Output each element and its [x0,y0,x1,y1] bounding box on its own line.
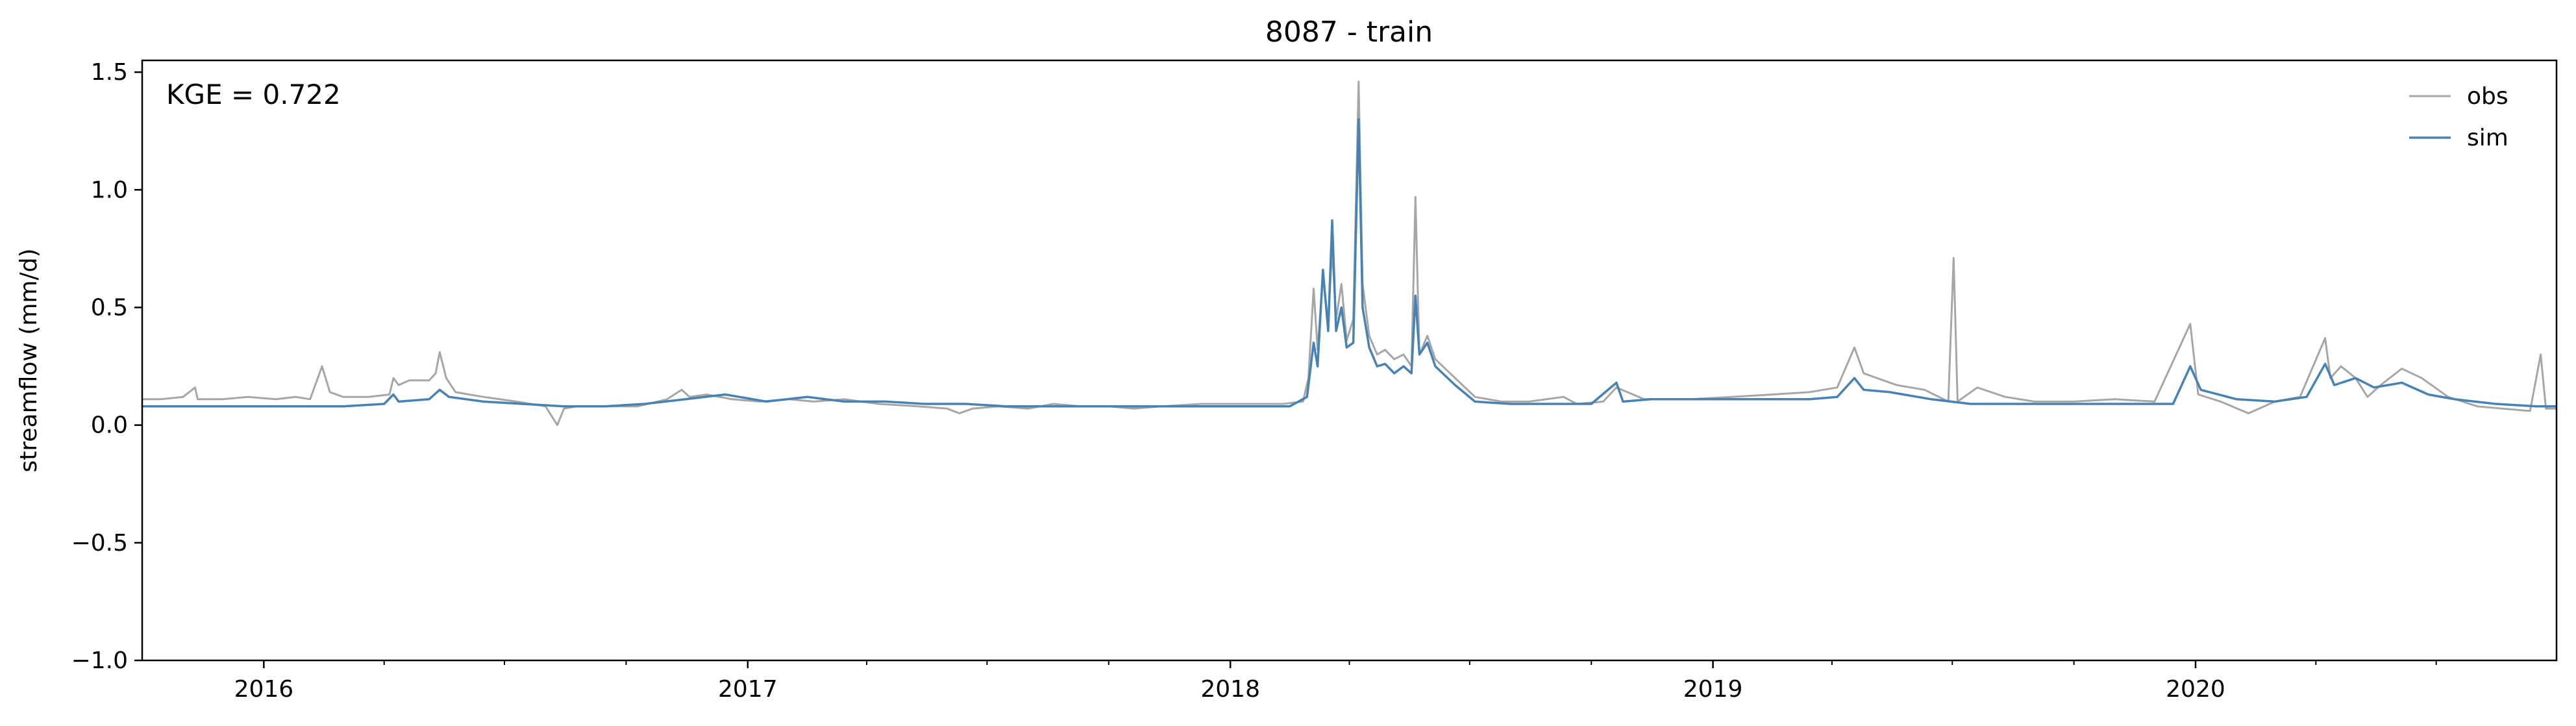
y-tick-label: −1.0 [71,647,128,674]
series-layer [142,81,2557,427]
series-line-sim [142,118,2557,408]
x-axis: 2016 2017 2018 2019 2020 [234,660,2437,703]
y-tick-label: −0.5 [71,530,128,557]
x-tick-label: 2018 [1200,676,1260,703]
x-tick-label: 2016 [234,676,294,703]
y-axis-label: streamflow (mm/d) [16,249,42,473]
y-axis: −1.0 −0.5 0.0 0.5 1.0 1.5 [71,59,142,674]
x-tick-label: 2017 [718,676,778,703]
kge-annotation: KGE = 0.722 [166,79,341,110]
y-tick-label: 0.5 [91,294,128,321]
legend-label-sim: sim [2467,125,2508,151]
legend-label-obs: obs [2467,83,2508,110]
y-tick-label: 0.0 [91,412,128,439]
x-tick-label: 2019 [1683,676,1743,703]
x-tick-label: 2020 [2166,676,2225,703]
legend: obs sim [2409,83,2508,151]
y-tick-label: 1.5 [91,59,128,86]
chart-title: 8087 - train [1265,16,1433,49]
y-tick-label: 1.0 [91,177,128,203]
series-line-obs [142,81,2557,427]
